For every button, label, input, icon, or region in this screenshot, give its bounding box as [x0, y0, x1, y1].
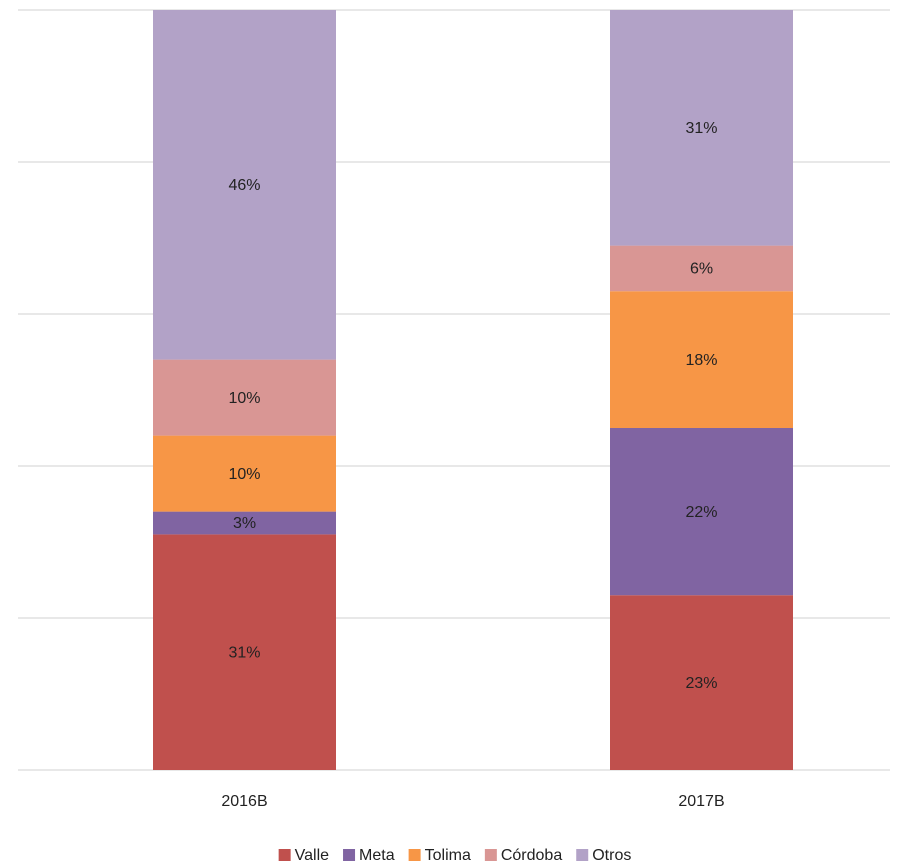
legend-swatch: [576, 849, 589, 861]
bar-segment: [153, 359, 336, 436]
bar-segment: [610, 428, 793, 596]
bar-segment: [153, 511, 336, 535]
legend-label: Córdoba: [501, 847, 562, 864]
legend-label: Meta: [359, 847, 395, 864]
legend-swatch: [278, 849, 291, 861]
data-label: 3%: [233, 515, 256, 532]
legend: Valle Meta Tolima Córdoba Otros: [278, 847, 631, 864]
legend-swatch: [408, 849, 421, 861]
data-label: 22%: [685, 504, 717, 521]
bar-segment: [153, 435, 336, 512]
data-label: 23%: [685, 675, 717, 692]
legend-label: Otros: [592, 847, 631, 864]
bar-segment: [153, 534, 336, 770]
x-tick-label: 2016B: [221, 793, 267, 810]
data-label: 18%: [685, 352, 717, 369]
data-label: 31%: [228, 644, 260, 661]
legend-swatch: [484, 849, 497, 861]
bar-segment: [153, 10, 336, 360]
data-label: 31%: [685, 120, 717, 137]
bar-segment: [610, 10, 793, 246]
data-label: 10%: [228, 390, 260, 407]
data-label: 6%: [690, 261, 713, 278]
legend-label: Tolima: [425, 847, 471, 864]
data-label: 10%: [228, 466, 260, 483]
legend-swatch: [343, 849, 356, 861]
bar-segment: [610, 595, 793, 770]
bar-segment: [610, 291, 793, 428]
data-label: 46%: [228, 177, 260, 194]
legend-label: Valle: [295, 847, 329, 864]
bar-segment: [610, 245, 793, 292]
x-tick-label: 2017B: [678, 793, 724, 810]
